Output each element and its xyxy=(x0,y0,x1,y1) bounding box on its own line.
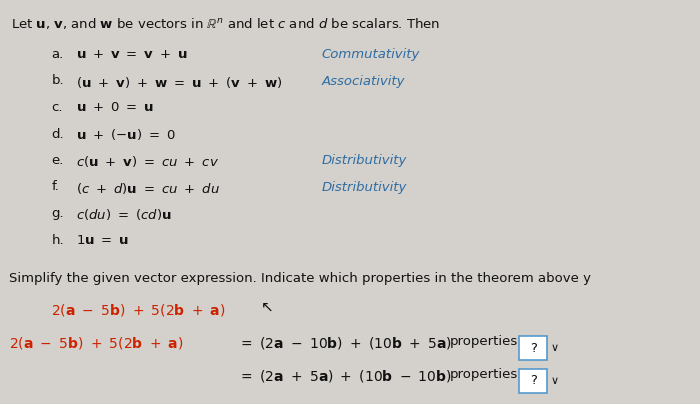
Text: f.: f. xyxy=(51,181,60,194)
Text: $1\mathbf{u}\ =\ \mathbf{u}$: $1\mathbf{u}\ =\ \mathbf{u}$ xyxy=(76,234,130,246)
Text: $\mathbf{u}\ +\ 0\ =\ \mathbf{u}$: $\mathbf{u}\ +\ 0\ =\ \mathbf{u}$ xyxy=(76,101,155,114)
Text: ?: ? xyxy=(530,341,537,354)
Text: e.: e. xyxy=(51,154,64,167)
Text: $c(du)\ =\ (cd)\mathbf{u}$: $c(du)\ =\ (cd)\mathbf{u}$ xyxy=(76,207,172,222)
Text: Simplify the given vector expression. Indicate which properties in the theorem a: Simplify the given vector expression. In… xyxy=(9,272,592,285)
Text: b.: b. xyxy=(51,74,64,88)
Text: ∨: ∨ xyxy=(550,376,559,386)
Text: $=\ (2\mathbf{a}\ -\ 10\mathbf{b})\ +\ (10\mathbf{b}\ +\ 5\mathbf{a})$: $=\ (2\mathbf{a}\ -\ 10\mathbf{b})\ +\ (… xyxy=(238,335,452,351)
Text: properties: properties xyxy=(449,368,518,381)
FancyBboxPatch shape xyxy=(519,336,547,360)
Text: $2(\mathbf{a}\ -\ 5\mathbf{b})\ +\ 5(2\mathbf{b}\ +\ \mathbf{a})$: $2(\mathbf{a}\ -\ 5\mathbf{b})\ +\ 5(2\m… xyxy=(9,335,184,351)
Text: Commutativity: Commutativity xyxy=(322,48,420,61)
Text: ∨: ∨ xyxy=(550,343,559,353)
Text: $(c\ +\ d)\mathbf{u}\ =\ cu\ +\ du$: $(c\ +\ d)\mathbf{u}\ =\ cu\ +\ du$ xyxy=(76,181,220,196)
Text: g.: g. xyxy=(51,207,64,220)
FancyBboxPatch shape xyxy=(519,369,547,393)
Text: ?: ? xyxy=(530,375,537,387)
Text: $\mathbf{u}\ +\ (-\mathbf{u})\ =\ 0$: $\mathbf{u}\ +\ (-\mathbf{u})\ =\ 0$ xyxy=(76,128,176,143)
Text: $(\mathbf{u}\ +\ \mathbf{v})\ +\ \mathbf{w}\ =\ \mathbf{u}\ +\ (\mathbf{v}\ +\ \: $(\mathbf{u}\ +\ \mathbf{v})\ +\ \mathbf… xyxy=(76,74,283,90)
Text: Distributivity: Distributivity xyxy=(322,154,407,167)
Text: $c(\mathbf{u}\ +\ \mathbf{v})\ =\ cu\ +\ cv$: $c(\mathbf{u}\ +\ \mathbf{v})\ =\ cu\ +\… xyxy=(76,154,220,169)
Text: Let $\mathbf{u}$, $\mathbf{v}$, and $\mathbf{w}$ be vectors in $\mathbb{R}^n$ an: Let $\mathbf{u}$, $\mathbf{v}$, and $\ma… xyxy=(11,16,440,31)
Text: $2(\mathbf{a}\ -\ 5\mathbf{b})\ +\ 5(2\mathbf{b}\ +\ \mathbf{a})$: $2(\mathbf{a}\ -\ 5\mathbf{b})\ +\ 5(2\m… xyxy=(51,302,225,318)
Text: ↖: ↖ xyxy=(261,300,274,315)
Text: a.: a. xyxy=(51,48,64,61)
Text: c.: c. xyxy=(51,101,63,114)
Text: properties: properties xyxy=(449,335,518,348)
Text: d.: d. xyxy=(51,128,64,141)
Text: $\mathbf{u}\ +\ \mathbf{v}\ =\ \mathbf{v}\ +\ \mathbf{u}$: $\mathbf{u}\ +\ \mathbf{v}\ =\ \mathbf{v… xyxy=(76,48,188,61)
Text: $=\ (2\mathbf{a}\ +\ 5\mathbf{a})\ +\ (10\mathbf{b}\ -\ 10\mathbf{b})$: $=\ (2\mathbf{a}\ +\ 5\mathbf{a})\ +\ (1… xyxy=(238,368,452,384)
Text: Associativity: Associativity xyxy=(322,74,405,88)
Text: Distributivity: Distributivity xyxy=(322,181,407,194)
Text: h.: h. xyxy=(51,234,64,246)
